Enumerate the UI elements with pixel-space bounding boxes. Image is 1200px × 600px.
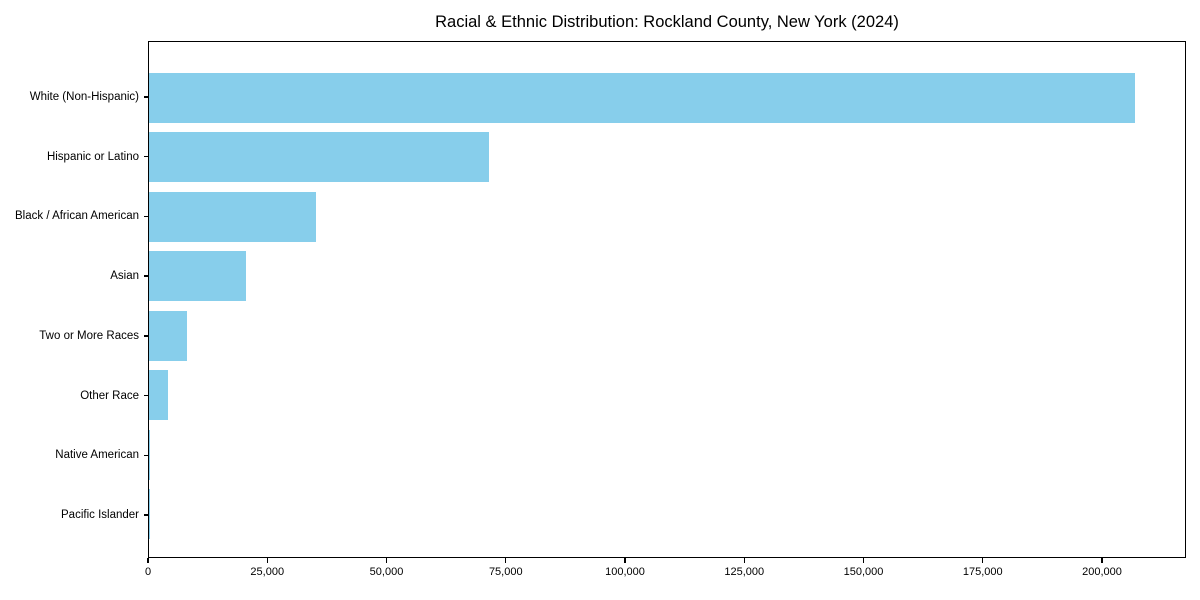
y-axis-label: Two or More Races — [39, 329, 139, 342]
bar-2 — [149, 191, 316, 242]
x-tick-mark — [266, 558, 268, 563]
x-tick-mark — [862, 558, 865, 563]
y-tick-mark — [144, 454, 148, 457]
bar-5 — [149, 370, 169, 421]
bar-row — [149, 247, 1185, 307]
x-tick-label: 100,000 — [605, 566, 645, 578]
y-tick-mark — [144, 394, 148, 397]
x-axis: 0 25,000 50,000 75,000 100,000 125,000 150,000… — [144, 558, 1186, 594]
bars-container — [149, 42, 1185, 557]
y-axis-label: Native American — [55, 449, 139, 462]
x-tick-mark — [743, 558, 745, 563]
bar-4 — [149, 310, 188, 361]
y-tick-mark — [144, 96, 148, 98]
bar-row — [149, 485, 1185, 545]
x-tick-mark — [624, 558, 626, 563]
y-axis-label: Hispanic or Latino — [46, 150, 139, 163]
bar-3 — [149, 251, 247, 302]
bar-row — [149, 425, 1185, 485]
x-tick-mark — [982, 558, 984, 563]
y-axis-row: Native American — [0, 426, 148, 486]
y-axis-row: Asian — [0, 246, 148, 306]
y-tick-mark — [144, 155, 148, 158]
x-tick-label: 175,000 — [962, 566, 1003, 578]
y-axis-row: White (Non-Hispanic) — [0, 67, 148, 127]
y-axis-row: Hispanic or Latino — [0, 127, 148, 187]
x-tick-label: 25,000 — [250, 566, 285, 578]
y-tick-mark — [144, 215, 148, 218]
bar-row — [149, 128, 1185, 188]
x-tick-mark — [385, 558, 388, 563]
y-tick-mark — [144, 275, 148, 277]
bar-6 — [149, 429, 150, 480]
bar-row — [149, 306, 1185, 366]
plot-area — [148, 41, 1186, 558]
y-axis-label: Pacific Islander — [61, 509, 139, 522]
x-tick-label: 200,000 — [1082, 566, 1122, 578]
x-tick-label: 125,000 — [724, 566, 765, 578]
x-tick-label: 50,000 — [369, 566, 404, 578]
x-tick-label: 75,000 — [488, 566, 523, 578]
y-axis-label: Other Race — [80, 389, 139, 402]
bar-row — [149, 187, 1185, 247]
x-tick-mark — [147, 558, 149, 563]
bar-row — [149, 68, 1185, 128]
y-axis-labels: White (Non-Hispanic) Hispanic or Latino Bl… — [0, 41, 148, 558]
x-tick-label: 150,000 — [843, 566, 884, 578]
x-tick-mark — [1101, 558, 1103, 563]
chart-title: Racial & Ethnic Distribution: Rockland C… — [435, 13, 899, 31]
y-axis-row: Pacific Islander — [0, 485, 148, 545]
bar-1 — [149, 132, 490, 183]
y-tick-mark — [144, 514, 148, 516]
y-axis-label: Asian — [110, 270, 139, 283]
y-axis-label: White (Non-Hispanic) — [29, 90, 139, 103]
y-axis-row: Other Race — [0, 366, 148, 426]
y-axis-row: Black / African American — [0, 187, 148, 247]
y-axis-label: Black / African American — [15, 210, 139, 223]
bar-0 — [149, 72, 1135, 123]
bar-row — [149, 366, 1185, 426]
x-tick-mark — [505, 558, 507, 563]
x-tick-label: 0 — [144, 566, 152, 578]
y-tick-mark — [144, 335, 148, 337]
y-axis-row: Two or More Races — [0, 306, 148, 366]
